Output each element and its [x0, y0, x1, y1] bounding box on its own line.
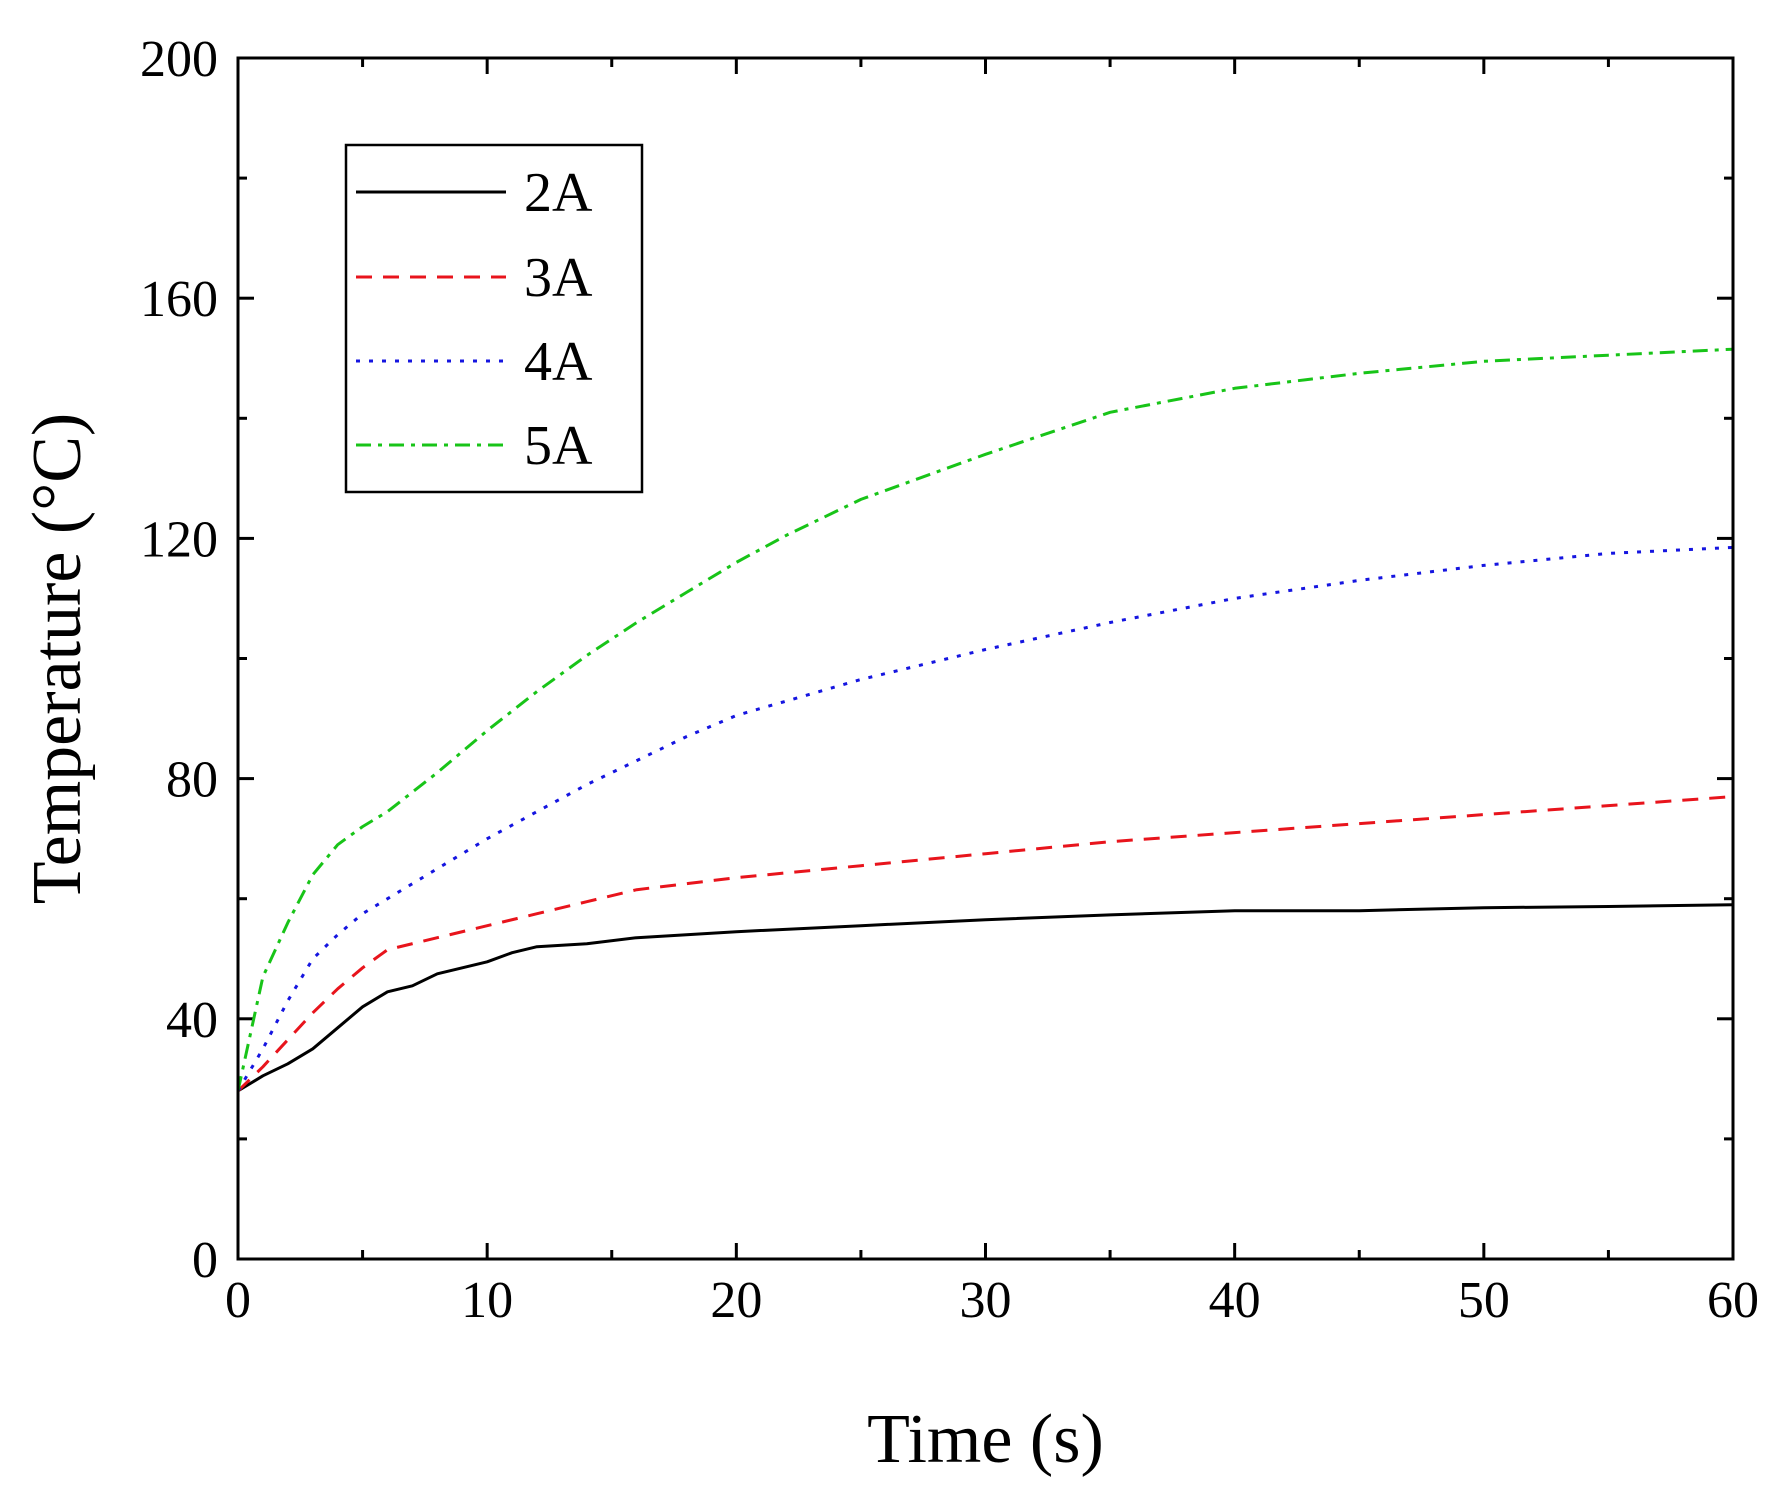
legend-label-2A: 2A: [524, 162, 593, 224]
legend-label-3A: 3A: [524, 247, 593, 309]
x-tick-label: 60: [1707, 1272, 1759, 1329]
x-tick-label: 40: [1209, 1272, 1261, 1329]
series-line-3A: [236, 795, 1734, 1092]
x-tick-label: 10: [461, 1272, 513, 1329]
x-tick-label: 0: [225, 1272, 251, 1329]
plot-frame: [236, 56, 1735, 1261]
x-tick-label: 30: [960, 1272, 1012, 1329]
legend: 2A 3A 4A 5A: [344, 143, 644, 494]
y-tick-label: 160: [140, 271, 218, 328]
x-tick-label: 50: [1458, 1272, 1510, 1329]
series-lines: [236, 347, 1734, 1093]
x-tick-label: 20: [710, 1272, 762, 1329]
y-tick-label: 200: [140, 31, 218, 88]
x-axis-title: Time (s): [867, 1401, 1104, 1478]
legend-label-4A: 4A: [524, 331, 593, 393]
tick-labels: 0 10 20 30 40 50 60 0 40 80 120 160 200: [140, 31, 1759, 1329]
y-tick-label: 40: [166, 992, 218, 1049]
series-line-2A: [237, 903, 1734, 1093]
series-line-5A: [236, 347, 1734, 1092]
y-tick-label: 80: [166, 752, 218, 809]
series-line-4A: [236, 545, 1734, 1092]
y-tick-label: 120: [140, 511, 218, 568]
legend-box: [344, 143, 644, 494]
legend-label-5A: 5A: [524, 415, 593, 477]
y-tick-label: 0: [192, 1232, 218, 1289]
y-axis-title: Temperature (°C): [19, 413, 96, 904]
